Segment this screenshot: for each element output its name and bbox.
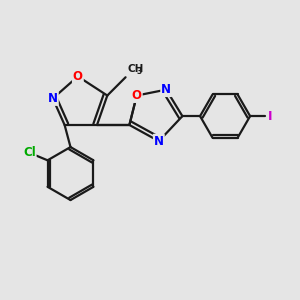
Text: I: I xyxy=(268,110,272,123)
Text: O: O xyxy=(132,89,142,102)
Text: O: O xyxy=(73,70,83,83)
Text: N: N xyxy=(154,135,164,148)
Text: N: N xyxy=(48,92,58,105)
Text: N: N xyxy=(161,83,171,96)
Text: 3: 3 xyxy=(137,67,142,76)
Text: Cl: Cl xyxy=(23,146,36,159)
Text: CH: CH xyxy=(128,64,144,74)
